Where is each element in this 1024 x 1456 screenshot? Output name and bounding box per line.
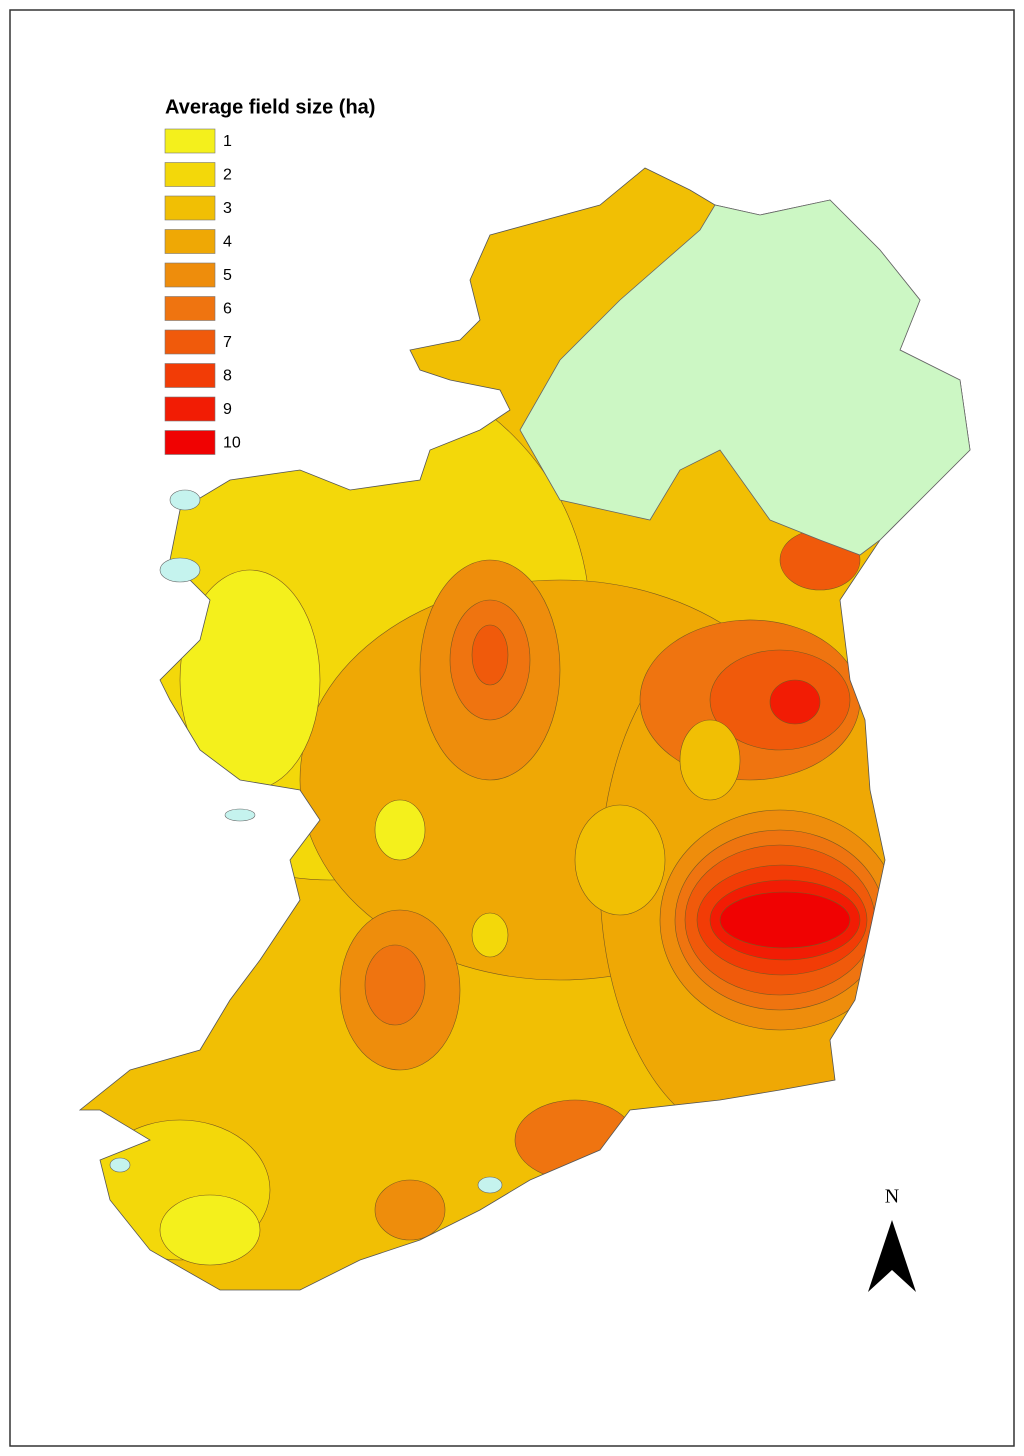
northern-ireland (519, 199, 971, 556)
legend-label: 6 (223, 301, 232, 318)
legend-swatch (164, 396, 216, 422)
legend-swatch (164, 262, 216, 288)
legend-label: 10 (223, 435, 241, 452)
north-arrow (868, 1220, 916, 1292)
legend-title: Average field size (ha) (165, 96, 375, 118)
legend-swatch (164, 296, 216, 321)
legend-label: 3 (223, 200, 232, 217)
legend-swatch (164, 229, 216, 254)
legend-swatch (164, 430, 216, 455)
legend-swatch (164, 329, 216, 355)
legend-label: 2 (223, 167, 232, 184)
legend-swatch (164, 195, 216, 221)
lakes (109, 489, 503, 1194)
legend-label: 9 (223, 401, 232, 418)
legend-swatch (164, 162, 216, 187)
north-label: N (885, 1186, 899, 1208)
legend-label: 4 (223, 234, 232, 251)
legend-label: 1 (223, 133, 232, 150)
legend-swatch (164, 363, 216, 388)
legend-swatch (164, 128, 216, 154)
legend-label: 7 (223, 334, 232, 351)
legend-label: 5 (223, 267, 232, 284)
legend-label: 8 (223, 368, 232, 385)
legend: 1 2 3 4 5 6 7 8 9 10 (164, 128, 241, 455)
